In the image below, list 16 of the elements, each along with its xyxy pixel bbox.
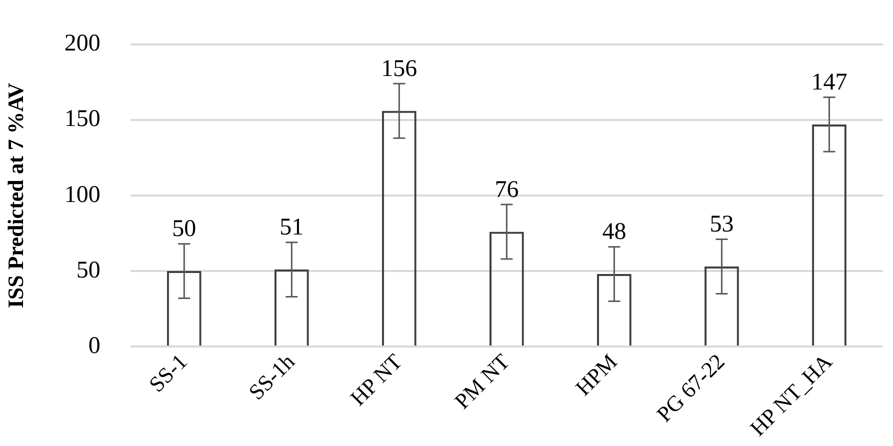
x-tick-label: SS-1 [144,348,192,397]
y-tick-label: 0 [88,332,100,359]
x-tick-label: PM NT [450,348,515,414]
y-tick-label: 200 [64,30,100,57]
x-tick-label: HP NT [345,348,408,410]
data-label: 51 [280,214,304,241]
y-tick-label: 100 [64,182,100,208]
data-label: 156 [381,56,418,82]
data-label: 50 [172,216,196,242]
y-tick-label: 150 [64,106,100,132]
data-label: 147 [811,70,848,96]
data-label: 76 [494,176,519,203]
y-axis-title: ISS Predicted at 7 %AV [2,82,28,308]
data-label: 48 [602,219,626,246]
data-label: 53 [710,212,734,238]
y-tick-label: 50 [76,257,100,284]
